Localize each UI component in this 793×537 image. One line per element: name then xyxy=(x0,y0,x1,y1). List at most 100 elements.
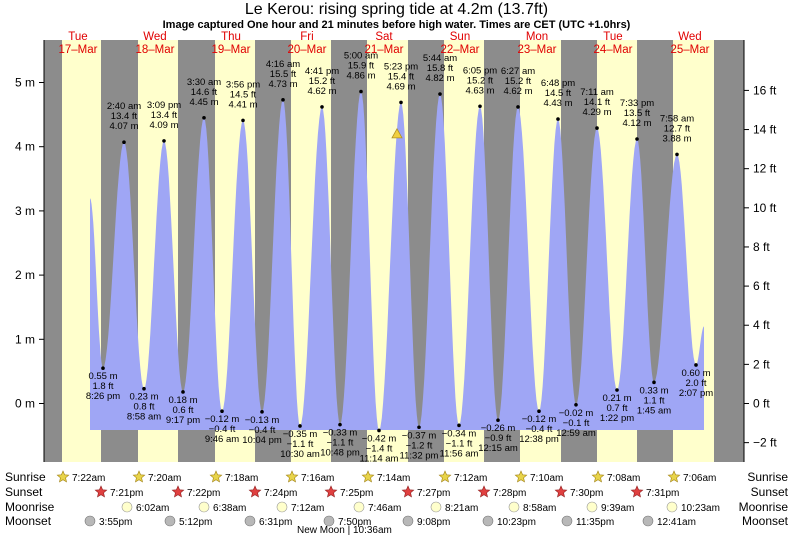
sunset-time: 7:31pm xyxy=(646,488,679,499)
day-date: 17–Mar xyxy=(59,44,98,56)
sunrise-time: 7:16am xyxy=(301,473,334,484)
moonrise-icon xyxy=(430,501,442,513)
moonset-time: 7:50pm xyxy=(338,517,371,528)
extreme-label: 15.5 ft xyxy=(270,69,297,80)
extreme-label: −0.26 m xyxy=(481,423,516,434)
extreme-label: 4.82 m xyxy=(425,73,454,84)
extreme-label: 0.6 ft xyxy=(172,405,193,416)
extreme-label: 15.2 ft xyxy=(309,76,336,87)
extreme-label: 2:07 pm xyxy=(679,388,713,399)
extreme-label: −1.1 ft xyxy=(287,439,314,450)
extreme-label: 5:23 pm xyxy=(384,61,418,72)
tide-area xyxy=(90,91,704,431)
moonrise-icon xyxy=(353,501,365,513)
extreme-point xyxy=(537,409,541,414)
day-date: 21–Mar xyxy=(365,44,404,56)
right-tick-label: 8 ft xyxy=(753,240,770,254)
extreme-label: −1.1 ft xyxy=(327,438,354,449)
moonrise-time: 6:02am xyxy=(136,503,169,514)
extreme-label: 14.5 ft xyxy=(545,88,572,99)
day-date: 23–Mar xyxy=(518,44,557,56)
extreme-label: 6:05 pm xyxy=(463,65,497,76)
extreme-label: −0.12 m xyxy=(522,414,557,425)
extreme-label: 4.12 m xyxy=(622,118,651,129)
extreme-label: 4:16 am xyxy=(266,59,300,70)
extreme-point xyxy=(652,380,656,385)
extreme-label: 10:30 am xyxy=(280,449,320,460)
sunrise-label-left: Sunrise xyxy=(5,470,46,484)
sunset-time: 7:22pm xyxy=(187,488,220,499)
moonset-label-left: Moonset xyxy=(5,514,52,528)
sunset-icon xyxy=(554,485,568,498)
sunset-label-right: Sunset xyxy=(751,485,789,499)
extreme-label: 9:46 am xyxy=(205,434,239,445)
extreme-label: 3:30 am xyxy=(187,77,221,88)
extreme-point xyxy=(162,139,166,143)
extreme-label: 0.8 ft xyxy=(133,402,154,413)
sunset-label-left: Sunset xyxy=(5,485,43,499)
new-moon-note: New Moon | 10:36am xyxy=(297,525,392,536)
extreme-label: 10:48 pm xyxy=(320,448,360,459)
extreme-point xyxy=(694,363,698,367)
extreme-point xyxy=(399,100,403,105)
sunrise-icon xyxy=(591,470,605,483)
extreme-label: 12:59 am xyxy=(556,428,596,439)
extreme-label: 4.62 m xyxy=(307,86,336,97)
extreme-label: 5:00 am xyxy=(344,50,378,61)
moonset-icon xyxy=(84,515,96,527)
sunrise-icon xyxy=(438,470,452,483)
extreme-label: 15.4 ft xyxy=(388,71,415,82)
sunset-icon xyxy=(477,485,491,498)
extreme-label: 15.9 ft xyxy=(348,60,375,71)
extreme-label: 9:17 pm xyxy=(166,415,200,426)
moonset-icon xyxy=(642,515,654,527)
extreme-label: 15.2 ft xyxy=(467,75,494,86)
moonrise-time: 9:39am xyxy=(601,503,634,514)
extreme-label: −1.2 ft xyxy=(406,440,433,451)
moonset-icon xyxy=(561,515,573,527)
extreme-label: −0.9 ft xyxy=(485,433,512,444)
extreme-label: −0.4 ft xyxy=(249,425,276,436)
extreme-point xyxy=(556,117,560,121)
sunset-icon xyxy=(248,485,262,498)
moonset-time: 11:35pm xyxy=(576,517,614,528)
moonrise-time: 8:58am xyxy=(523,503,556,514)
extreme-label: 4.62 m xyxy=(503,86,532,97)
extreme-label: −0.1 ft xyxy=(563,418,590,429)
sunset-time: 7:24pm xyxy=(264,488,297,499)
moonset-icon xyxy=(323,515,335,527)
extreme-label: 6:48 pm xyxy=(541,78,575,89)
moonrise-time: 10:23am xyxy=(681,503,720,514)
day-date: 18–Mar xyxy=(136,44,175,56)
sunrise-time: 7:06am xyxy=(683,473,716,484)
moonrise-label-left: Moonrise xyxy=(5,500,55,514)
extreme-point xyxy=(101,366,105,370)
right-tick-label: 14 ft xyxy=(753,123,777,137)
sunrise-time: 7:22am xyxy=(72,473,105,484)
extreme-label: 5:44 am xyxy=(423,53,457,64)
moonset-icon xyxy=(244,515,256,527)
extreme-label: 0.55 m xyxy=(88,371,117,382)
tide-curve xyxy=(90,91,704,431)
extreme-point xyxy=(377,428,381,433)
extreme-label: −0.34 m xyxy=(442,428,477,439)
extreme-label: 6:27 am xyxy=(501,66,535,77)
extreme-label: 15.8 ft xyxy=(427,63,454,74)
sunset-icon xyxy=(630,485,644,498)
day-name: Wed xyxy=(678,31,701,43)
extreme-label: −0.35 m xyxy=(283,429,318,440)
day-date: 25–Mar xyxy=(671,44,710,56)
moonset-icon xyxy=(164,515,176,527)
extreme-label: 4.09 m xyxy=(149,120,178,131)
extreme-label: −0.37 m xyxy=(402,430,437,441)
extreme-label: 13.5 ft xyxy=(624,108,651,119)
extreme-point xyxy=(281,98,285,102)
extreme-label: 4:41 pm xyxy=(305,66,339,77)
extreme-label: 4.07 m xyxy=(109,121,138,132)
day-date: 20–Mar xyxy=(288,44,327,56)
moonrise-icon xyxy=(666,501,678,513)
sunrise-time: 7:08am xyxy=(607,473,640,484)
extreme-label: 12:38 pm xyxy=(519,434,559,445)
